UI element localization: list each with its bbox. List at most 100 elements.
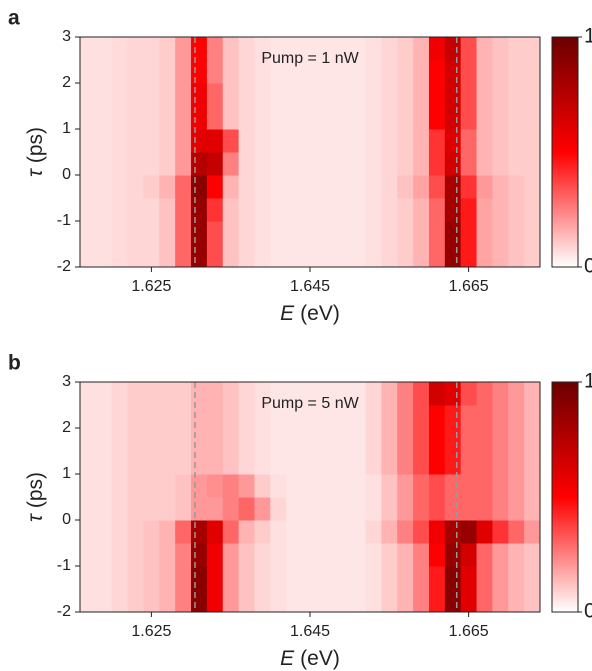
- heatmap-cell: [270, 405, 287, 429]
- heatmap-cell: [238, 405, 255, 429]
- heatmap-cell: [270, 152, 287, 176]
- heatmap-cell: [508, 474, 525, 498]
- heatmap-cell: [381, 520, 398, 544]
- heatmap-cell: [143, 221, 160, 245]
- heatmap-cell: [428, 221, 446, 245]
- heatmap-cell: [302, 405, 319, 429]
- heatmap-cell: [333, 106, 351, 130]
- heatmap-cell: [111, 382, 129, 406]
- heatmap-cell: [222, 37, 240, 61]
- heatmap-cell: [508, 198, 525, 222]
- heatmap-cell: [317, 129, 335, 153]
- heatmap-cell: [492, 198, 509, 222]
- heatmap-cell: [222, 405, 240, 429]
- heatmap-cell: [381, 106, 398, 130]
- heatmap-cell: [444, 589, 462, 612]
- heatmap-cell: [397, 221, 414, 245]
- heatmap-cell: [333, 198, 351, 222]
- x-tick-label: 1.645: [290, 278, 330, 295]
- heatmap-cell: [302, 152, 319, 176]
- heatmap-cell: [397, 566, 414, 590]
- heatmap-cell: [365, 451, 382, 475]
- heatmap-cell: [444, 37, 462, 61]
- heatmap-cell: [476, 175, 493, 199]
- heatmap-cell: [317, 474, 335, 498]
- heatmap-cell: [80, 497, 97, 521]
- heatmap-cell: [80, 566, 97, 590]
- y-axis-label: τ (ps): [24, 472, 47, 522]
- heatmap-cell: [381, 474, 398, 498]
- x-tick-label: 1.665: [449, 278, 489, 295]
- heatmap-cell: [191, 405, 208, 429]
- heatmap-cell: [460, 244, 478, 267]
- heatmap-cell: [428, 543, 446, 567]
- heatmap-cell: [333, 543, 351, 567]
- heatmap-cell: [175, 37, 192, 61]
- heatmap-cell: [381, 129, 398, 153]
- y-tick-label: -1: [57, 212, 71, 229]
- heatmap-cell: [524, 37, 540, 61]
- heatmap-cell: [428, 451, 446, 475]
- heatmap-cell: [460, 405, 478, 429]
- heatmap-cell: [317, 83, 335, 107]
- heatmap-cell: [381, 428, 398, 452]
- heatmap-cell: [270, 60, 287, 84]
- heatmap-cell: [444, 129, 462, 153]
- heatmap-cell: [206, 589, 224, 612]
- heatmap-cell: [254, 221, 271, 245]
- heatmap-cell: [333, 589, 351, 612]
- heatmap-cell: [127, 106, 144, 130]
- heatmap-cell: [80, 198, 97, 222]
- heatmap-cell: [460, 543, 478, 567]
- heatmap-cell: [80, 221, 97, 245]
- heatmap-cell: [127, 451, 144, 475]
- heatmap-cell: [413, 520, 430, 544]
- heatmap-cell: [80, 37, 97, 61]
- heatmap-cell: [286, 520, 303, 544]
- heatmap-cell: [492, 152, 509, 176]
- x-tick-label: 1.665: [449, 623, 489, 640]
- heatmap-cell: [444, 382, 462, 406]
- heatmap-cell: [302, 382, 319, 406]
- heatmap-cell: [238, 589, 255, 612]
- heatmap-cell: [365, 37, 382, 61]
- heatmap-cell: [460, 520, 478, 544]
- heatmap-cell: [143, 175, 160, 199]
- heatmap-cell: [349, 428, 367, 452]
- heatmap-cell: [349, 106, 367, 130]
- heatmap-cell: [397, 129, 414, 153]
- heatmap-cell: [206, 83, 224, 107]
- heatmap-cell: [428, 428, 446, 452]
- y-tick-label: 0: [62, 511, 71, 528]
- heatmap-cell: [317, 60, 335, 84]
- heatmap-cell: [127, 152, 144, 176]
- heatmap-cell: [333, 497, 351, 521]
- heatmap-cell: [413, 566, 430, 590]
- heatmap-cell: [508, 382, 525, 406]
- heatmap-cell: [95, 198, 113, 222]
- heatmap-cell: [95, 106, 113, 130]
- heatmap-cell: [460, 428, 478, 452]
- heatmap-cell: [175, 497, 192, 521]
- heatmap-cell: [365, 198, 382, 222]
- heatmap-cell: [222, 244, 240, 267]
- heatmap-cell: [175, 175, 192, 199]
- heatmap-cell: [508, 244, 525, 267]
- heatmap-cell: [302, 543, 319, 567]
- heatmap: [80, 382, 540, 612]
- heatmap-cell: [191, 198, 208, 222]
- y-tick-label: 2: [62, 74, 71, 91]
- heatmap-cell: [175, 405, 192, 429]
- heatmap-cell: [508, 451, 525, 475]
- colorbar: [551, 381, 579, 613]
- heatmap-cell: [191, 451, 208, 475]
- heatmap-cell: [428, 382, 446, 406]
- heatmap-cell: [270, 244, 287, 267]
- heatmap-cell: [302, 244, 319, 267]
- heatmap-cell: [143, 106, 160, 130]
- heatmap-cell: [95, 83, 113, 107]
- heatmap-cell: [397, 175, 414, 199]
- x-label-unit: (eV): [300, 647, 340, 670]
- heatmap-cell: [349, 382, 367, 406]
- heatmap-cell: [492, 497, 509, 521]
